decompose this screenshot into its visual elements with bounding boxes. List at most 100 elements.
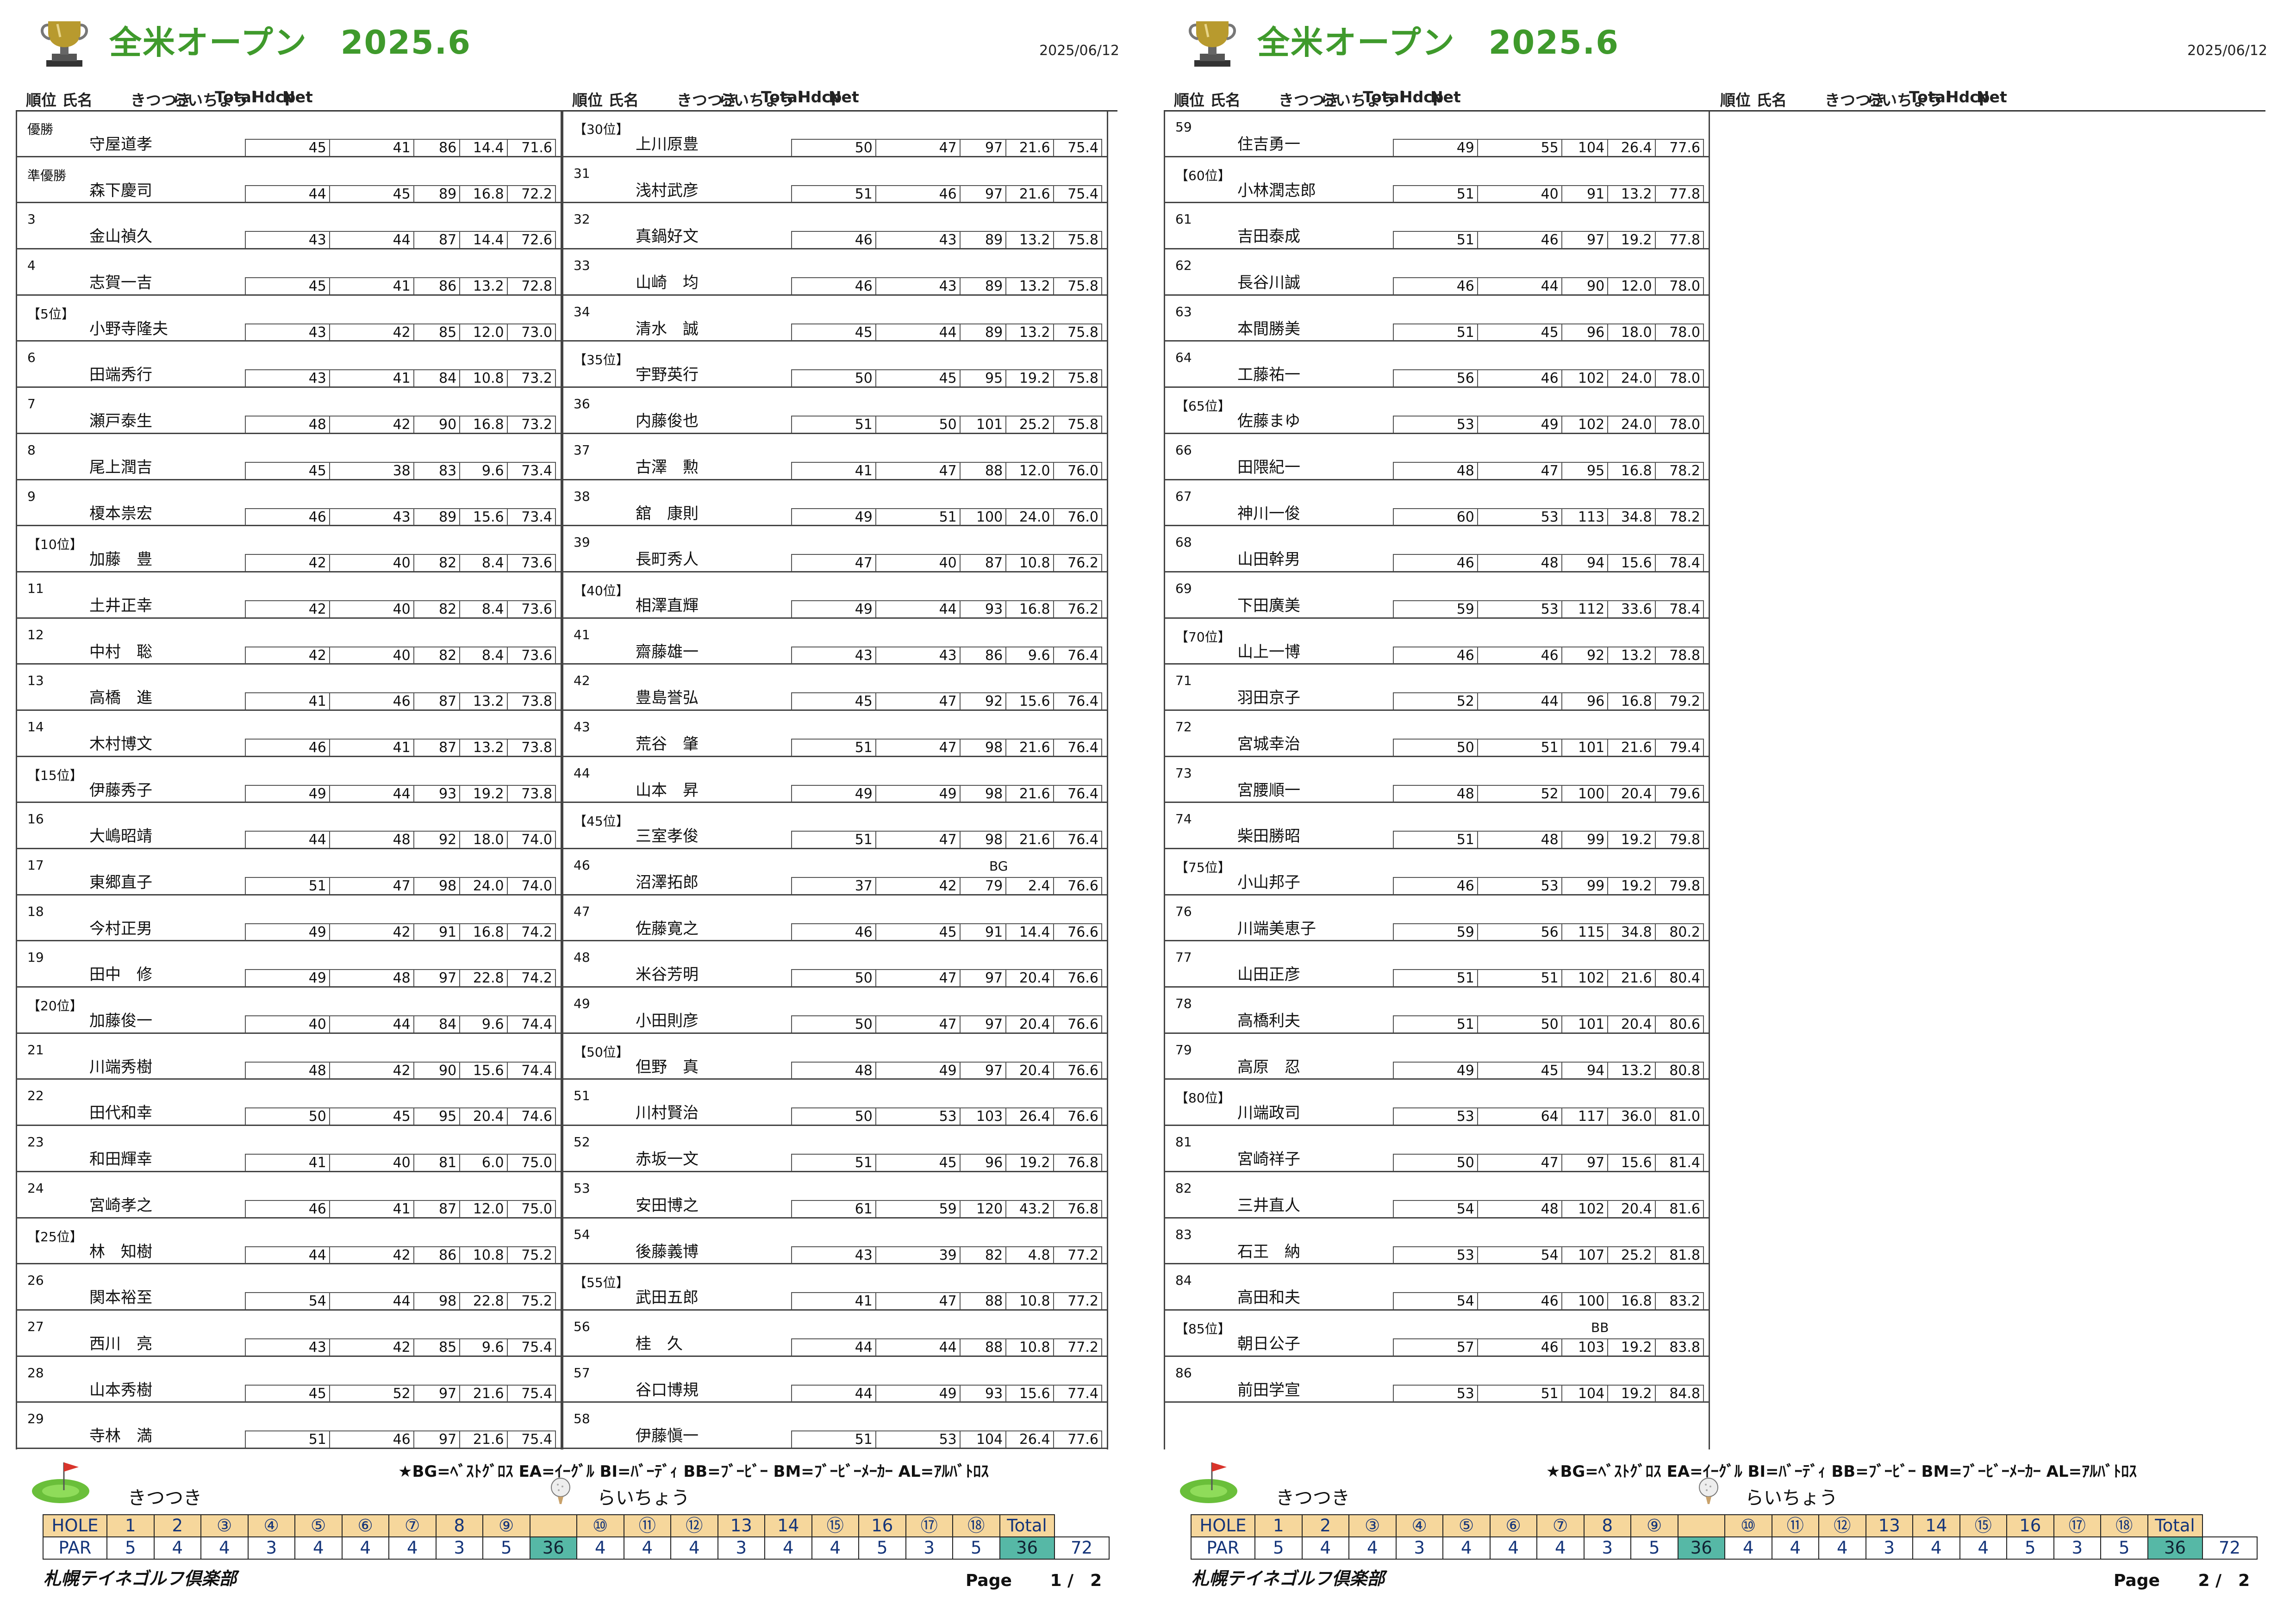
player-name: 後藤義博 (636, 1242, 699, 1261)
net-score: 73.8 (521, 785, 552, 802)
net-score: 75.8 (1067, 370, 1098, 387)
rank-cell: 【5位】 (27, 306, 75, 322)
result-row: 【55位】 武田五郎 41 47 88 10.8 77.2 (563, 1264, 1107, 1311)
header-total: Total (215, 88, 257, 106)
column-header: 順位 氏名 きつつき らいちょう Total Hdcp Net (562, 84, 1108, 110)
in-score: 47 (876, 832, 961, 848)
total-score: 98 (961, 832, 1007, 848)
rank-cell: 36 (574, 396, 590, 412)
rank-cell: 66 (1175, 442, 1192, 458)
in-score: 53 (1478, 509, 1562, 525)
player-name: 住吉勇一 (1237, 135, 1300, 154)
rank-cell: 73 (1175, 765, 1192, 781)
score-cells: 49 44 93 16.8 76.2 (791, 600, 1102, 617)
total-score: 79 (961, 878, 1007, 894)
in-score: 56 (1478, 924, 1562, 940)
rank-cell: 58 (574, 1411, 590, 1427)
net-score: 79.8 (1669, 878, 1700, 894)
net-score: 78.2 (1669, 462, 1700, 479)
score-cells: 51 53 104 26.4 77.6 (791, 1430, 1102, 1448)
score-cells: 42 40 82 8.4 73.6 (245, 646, 556, 664)
score-cells: 44 48 92 18.0 74.0 (245, 831, 556, 848)
score-cells: 45 47 92 15.6 76.4 (791, 692, 1102, 710)
result-row: 74 柴田勝昭 51 48 99 19.2 79.8 (1165, 803, 1709, 849)
result-row: 61 吉田泰成 51 46 97 19.2 77.8 (1165, 203, 1709, 250)
page-title: 全米オープン 2025.6 (1257, 24, 1619, 62)
hdcp-value: 19.2 (460, 785, 508, 802)
result-row: 36 内藤俊也 51 50 101 25.2 75.8 (563, 388, 1107, 434)
total-score: 85 (414, 1339, 461, 1356)
total-score: 99 (1562, 878, 1609, 894)
out-score: 50 (792, 970, 876, 987)
hdcp-value: 22.8 (460, 1293, 508, 1310)
hdcp-value: 16.8 (460, 924, 508, 940)
score-cells: 43 44 87 14.4 72.6 (245, 231, 556, 249)
hdcp-value: 12.0 (460, 324, 508, 341)
in-score: 53 (876, 1431, 961, 1448)
player-name: 小山邦子 (1237, 873, 1300, 892)
total-score: 89 (414, 186, 461, 202)
par-value: 4 (1771, 1536, 1819, 1560)
hdcp-value: 9.6 (1006, 647, 1054, 664)
net-score: 77.2 (1067, 1339, 1098, 1356)
result-row: 【20位】 加藤俊一 40 44 84 9.6 74.4 (17, 988, 561, 1034)
rank-cell: 31 (574, 165, 590, 181)
score-cells: 42 40 82 8.4 73.6 (245, 600, 556, 617)
in-score: 44 (876, 601, 961, 617)
result-row: 【25位】 林 知樹 44 42 86 10.8 75.2 (17, 1219, 561, 1265)
player-name: 山本秀樹 (89, 1380, 152, 1399)
score-cells: 41 46 87 13.2 73.8 (245, 692, 556, 710)
total-score: 94 (1562, 1062, 1609, 1079)
hole-number: 8 (435, 1514, 483, 1537)
rank-cell: 78 (1175, 996, 1192, 1012)
hdcp-value: 13.2 (1006, 232, 1054, 249)
net-score: 73.6 (521, 601, 552, 617)
result-row: 79 高原 忍 49 45 94 13.2 80.8 (1165, 1034, 1709, 1080)
out-score: 51 (1394, 832, 1478, 848)
hole-number: ⑱ (952, 1514, 1000, 1537)
score-cells: 44 42 86 10.8 75.2 (245, 1246, 556, 1263)
result-row: 67 神川一俊 60 53 113 34.8 78.2 (1165, 480, 1709, 527)
total-score: 101 (1562, 739, 1609, 756)
score-cells: 46 41 87 12.0 75.0 (245, 1200, 556, 1217)
out-score: 46 (792, 232, 876, 249)
score-cells: 59 56 115 34.8 80.2 (1393, 923, 1704, 940)
hdcp-value: 21.6 (1006, 140, 1054, 156)
score-cells: 48 52 100 20.4 79.6 (1393, 784, 1704, 802)
header-rank: 順位 (26, 91, 56, 109)
net-score: 76.4 (1067, 832, 1098, 848)
out-score: 51 (792, 417, 876, 433)
hdcp-value: 36.0 (1608, 1108, 1656, 1125)
total-score: 94 (1562, 555, 1609, 572)
rank-cell: 【30位】 (574, 122, 629, 137)
net-score: 79.4 (1669, 739, 1700, 756)
in-score: 43 (876, 232, 961, 249)
total-score: 97 (414, 970, 461, 987)
net-score: 78.0 (1669, 278, 1700, 295)
rank-cell: 51 (574, 1088, 590, 1104)
player-name: 神川一俊 (1237, 504, 1300, 523)
net-score: 81.8 (1669, 1247, 1700, 1263)
print-date: 2025/06/12 (1039, 43, 1119, 59)
rank-cell: 62 (1175, 258, 1192, 274)
header-divider (1164, 110, 2265, 112)
par-value: 4 (153, 1536, 201, 1560)
player-name: 齋藤雄一 (636, 642, 699, 661)
hdcp-value: 24.0 (1608, 417, 1656, 433)
header-hdcp: Hdcp (252, 88, 296, 106)
total-score: 91 (1562, 186, 1609, 202)
net-score: 79.8 (1669, 832, 1700, 848)
result-row: 【15位】 伊藤秀子 49 44 93 19.2 73.8 (17, 757, 561, 803)
result-row: 32 真鍋好文 46 43 89 13.2 75.8 (563, 203, 1107, 250)
hole-number: ⑥ (341, 1514, 389, 1537)
hdcp-value: 16.8 (1006, 601, 1054, 617)
total-score: 107 (1562, 1247, 1609, 1263)
hole-number: ⑰ (905, 1514, 953, 1537)
rank-cell: 61 (1175, 211, 1192, 227)
hole-number: ⑮ (811, 1514, 859, 1537)
net-score: 76.4 (1067, 693, 1098, 710)
in-score: 49 (1478, 417, 1562, 433)
out-score: 46 (1394, 278, 1478, 295)
net-score: 74.4 (521, 1016, 552, 1033)
net-score: 71.6 (521, 140, 552, 156)
